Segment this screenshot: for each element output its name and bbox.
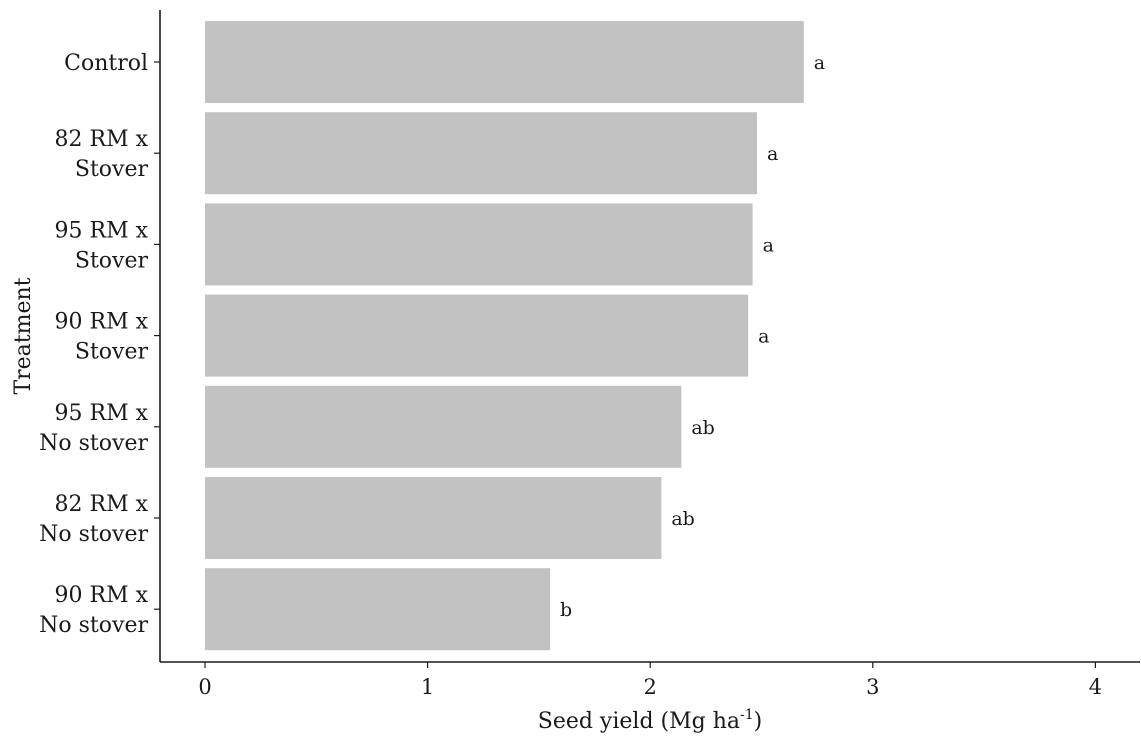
bar-significance-label: a — [814, 52, 825, 74]
data-labels-group: a a a a ab ab b — [560, 52, 825, 621]
x-tick-group: 0 1 2 3 4 — [198, 662, 1102, 699]
bar — [205, 203, 753, 286]
y-axis-title: Treatment — [11, 277, 36, 394]
x-axis-title-superscript: -1 — [740, 707, 754, 723]
bar — [205, 568, 551, 651]
bar — [205, 385, 682, 468]
bar-significance-label: b — [560, 599, 572, 621]
y-tick-label: 82 RM x Stover — [55, 127, 149, 182]
bars-group — [205, 21, 804, 651]
bar — [205, 294, 749, 377]
y-tick-label: 82 RM x No stover — [39, 492, 148, 547]
y-tick-label-line: 95 RM x — [55, 401, 149, 426]
y-tick-label-line: Stover — [75, 340, 149, 365]
y-tick-label: 95 RM x Stover — [55, 218, 149, 273]
bar — [205, 477, 662, 559]
y-tick-label-line: No stover — [39, 613, 148, 638]
x-tick-label: 3 — [866, 675, 879, 699]
y-tick-label: 90 RM x No stover — [39, 583, 148, 638]
x-tick-label: 2 — [644, 675, 657, 699]
x-tick-label: 4 — [1089, 675, 1102, 699]
y-tick-label-line: No stover — [39, 431, 148, 456]
bar-significance-label: a — [767, 143, 778, 165]
y-tick-label-line: Stover — [75, 248, 149, 273]
x-axis-title: Seed yield (Mg ha-1) — [538, 707, 763, 734]
bar-significance-label: a — [763, 234, 774, 256]
y-tick-label-line: Control — [64, 51, 148, 76]
y-tick-label-line: 82 RM x — [55, 492, 149, 517]
bar — [205, 112, 758, 195]
y-tick-label-line: 82 RM x — [55, 127, 149, 152]
x-tick-label: 1 — [421, 675, 434, 699]
y-tick-label-line: 95 RM x — [55, 218, 149, 243]
bar-significance-label: ab — [671, 508, 695, 530]
bar-significance-label: ab — [691, 417, 715, 439]
y-tick-label-line: Stover — [75, 157, 149, 182]
y-tick-label: Control — [64, 51, 148, 76]
bar — [205, 21, 804, 103]
x-tick-label: 0 — [198, 675, 211, 699]
y-tick-label: 90 RM x Stover — [55, 310, 149, 365]
y-tick-label-line: 90 RM x — [55, 310, 149, 335]
y-tick-label-line: No stover — [39, 522, 148, 547]
y-tick-label: 95 RM x No stover — [39, 401, 148, 456]
y-tick-label-line: 90 RM x — [55, 583, 149, 608]
bar-significance-label: a — [758, 326, 769, 348]
